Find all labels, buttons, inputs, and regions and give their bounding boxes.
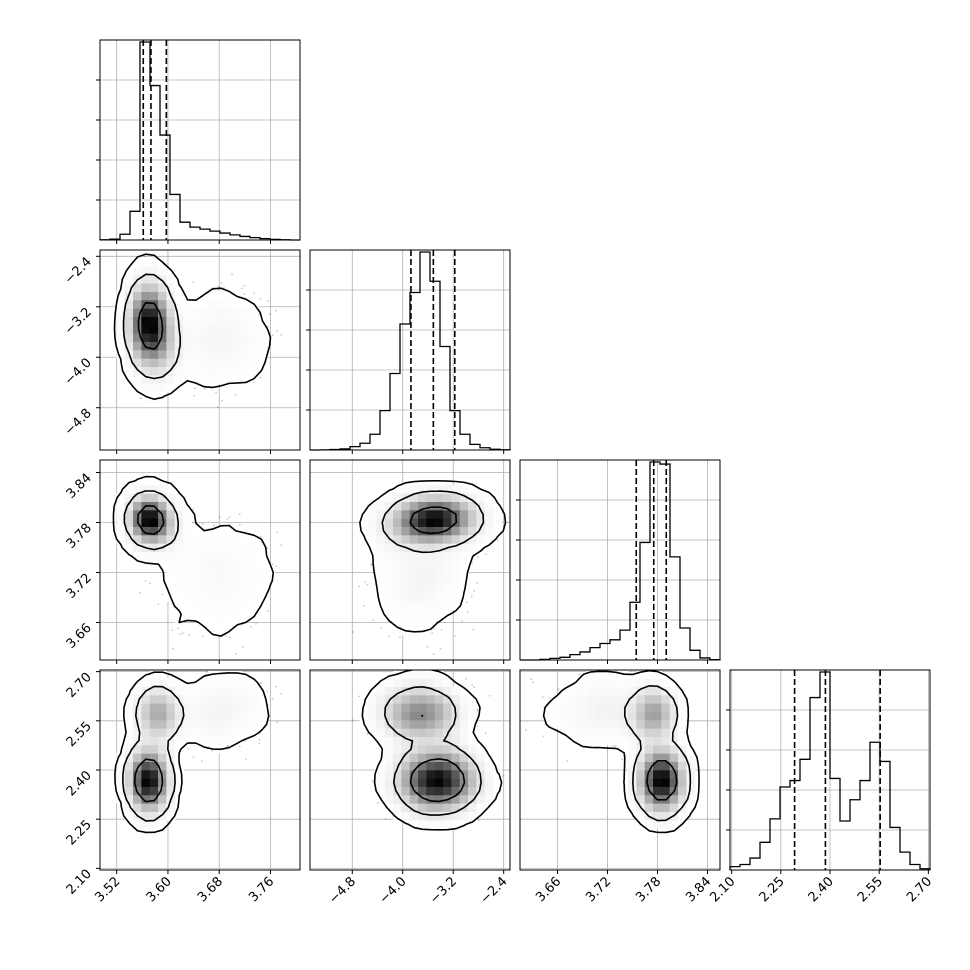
sample-point (276, 330, 279, 332)
sample-point (266, 325, 269, 328)
sample-point (243, 284, 246, 287)
sample-point (259, 298, 262, 300)
sample-point (193, 394, 196, 397)
hist-panel-2 (516, 459, 721, 661)
panel-frame (99, 39, 301, 241)
sample-point (231, 273, 233, 276)
hist-panel-1 (306, 249, 511, 451)
sample-point (268, 313, 271, 315)
sample-point (243, 293, 246, 295)
panel-contents (100, 250, 300, 450)
sample-point (241, 287, 243, 290)
sample-point (192, 281, 195, 283)
scatter-panel-1-0 (99, 249, 301, 451)
histogram-step (99, 41, 300, 241)
sample-point (216, 406, 219, 409)
sample-point (275, 309, 278, 312)
histogram-step (729, 671, 931, 870)
sample-point (215, 391, 218, 394)
hist-panel-0 (96, 39, 301, 241)
sample-point (252, 381, 255, 383)
sample-point (253, 292, 255, 294)
panel-frame (309, 249, 511, 451)
sample-point (139, 397, 142, 400)
sample-point (220, 281, 223, 284)
sample-point (143, 255, 146, 258)
histogram-step (520, 461, 721, 661)
sample-point (280, 334, 283, 336)
hist-panel-3 (726, 669, 931, 871)
sample-point (217, 285, 220, 288)
sample-point (271, 334, 274, 337)
sample-point (204, 387, 206, 390)
sample-point (234, 394, 237, 396)
sample-point (221, 399, 223, 402)
sample-point (259, 376, 262, 379)
sample-point (193, 387, 196, 390)
histogram-step (310, 251, 511, 451)
panel-frame (519, 459, 721, 661)
sample-point (266, 299, 269, 302)
